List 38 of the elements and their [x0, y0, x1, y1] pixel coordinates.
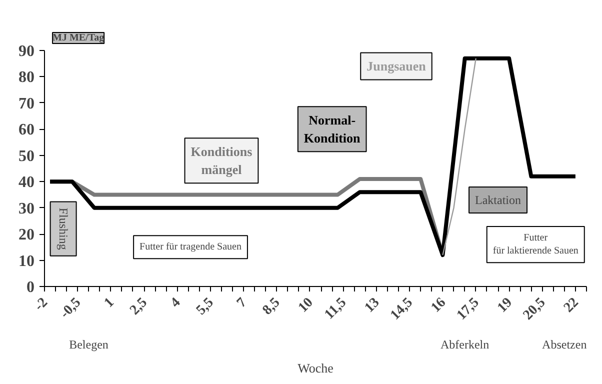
x-tick-label: 16 — [428, 295, 450, 316]
text: Jungsauen — [366, 58, 427, 74]
annotation: Futter für laktierende Sauen — [492, 232, 578, 257]
text: Absetzen — [542, 338, 587, 352]
annotation: Futter für tragende Sauen — [140, 242, 242, 253]
x-tick-label: 10 — [296, 295, 316, 316]
series-label: Konditions mängel — [190, 144, 252, 178]
y-tick-label: 30 — [18, 200, 34, 218]
y-tick-label: 20 — [18, 226, 34, 244]
y-tick-label: 90 — [18, 43, 34, 60]
y-tick-label: 50 — [18, 148, 34, 165]
y-tick-label: 10 — [18, 252, 34, 270]
y-tick-label: 70 — [18, 95, 34, 112]
x-axis-title: Woche — [298, 360, 334, 376]
y-tick-label: 60 — [18, 122, 34, 139]
x-tick-label: 11,5 — [322, 295, 350, 323]
text: Normal- Kondition — [304, 112, 362, 146]
x-tick-label: 19 — [494, 295, 516, 316]
x-tick-label: 17,5 — [454, 295, 482, 324]
x-tick-label: -0,5 — [58, 295, 84, 322]
text: Belegen — [69, 338, 108, 352]
x-tick-label: 8,5 — [260, 295, 284, 318]
annotation: Flushing — [56, 208, 70, 250]
x-tick-label: 14,5 — [388, 295, 416, 324]
x-tick-label: 4 — [168, 295, 184, 311]
y-tick-label: 0 — [26, 279, 34, 296]
x-tick-label: 1 — [102, 295, 118, 311]
x-tick-label: 7 — [234, 295, 250, 311]
x-tick-label: 13 — [362, 295, 383, 316]
x-tick-label: 2,5 — [127, 295, 150, 318]
x-tick-label: 5,5 — [194, 295, 217, 318]
text: Abferkeln — [440, 338, 490, 352]
y-tick-label: 80 — [18, 69, 34, 86]
annotation: Laktation — [475, 192, 521, 207]
y-tick-label: 40 — [18, 174, 34, 192]
x-tick-label: 20,5 — [520, 295, 549, 324]
x-tick-label: 22 — [561, 295, 582, 316]
x-tick-label: -2 — [32, 295, 51, 314]
